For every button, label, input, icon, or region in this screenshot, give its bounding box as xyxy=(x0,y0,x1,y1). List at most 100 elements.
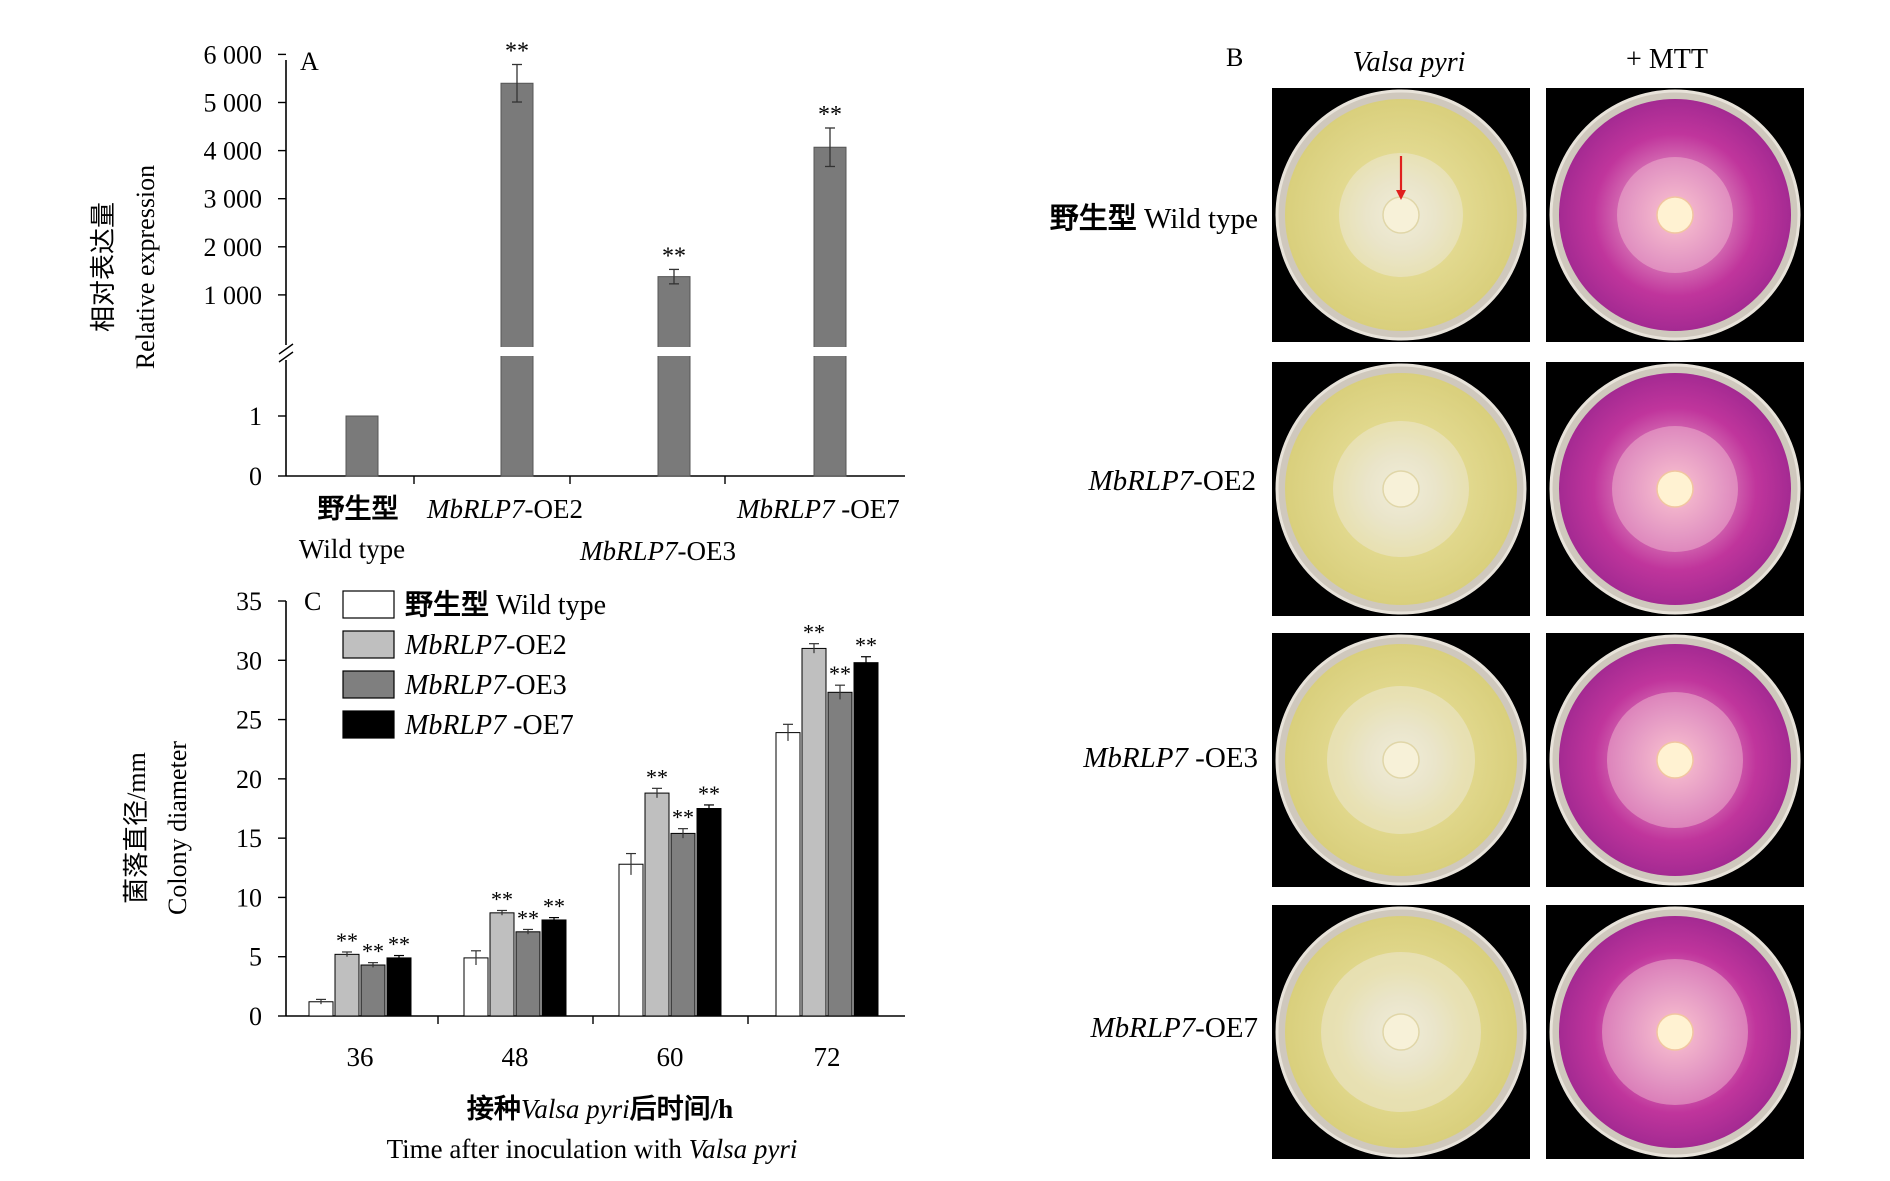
panel-c-significance-label: ** xyxy=(855,633,877,658)
panel-c-significance-label: ** xyxy=(543,894,565,919)
petri-dish-mtt xyxy=(1546,633,1804,887)
panel-b-col-mtt: + MTT xyxy=(1626,44,1708,75)
panel-c-x-tick-label: 48 xyxy=(502,1042,529,1072)
petri-dish-mtt xyxy=(1546,362,1804,616)
panel-a-y-tick-label: 6 000 xyxy=(204,40,263,69)
panel-a-y-tick-label: 4 000 xyxy=(204,137,263,166)
inoculation-plug xyxy=(1382,741,1420,779)
panel-a-significance-label: ** xyxy=(662,243,686,269)
panel-c-bar-oe2 xyxy=(489,912,515,1017)
panel-a-bars: ** ** ** xyxy=(345,39,847,477)
panel-a-y-tick-label: 1 xyxy=(249,402,262,431)
panel-c-bar-wild xyxy=(463,957,489,1017)
panel-c-bar-oe7 xyxy=(696,808,722,1017)
petri-dish-valsa xyxy=(1272,362,1530,616)
legend-swatch-oe3 xyxy=(342,670,395,699)
panel-c-bar-oe2 xyxy=(334,953,360,1017)
panel-a-xlabel-oe3: MbRLP7-OE3 xyxy=(579,536,736,566)
panel-a: A 相对表达量 Relative expression 1 000 2 000 3 … xyxy=(89,39,905,566)
panel-c-y-tick-label: 25 xyxy=(236,706,262,735)
panel-a-significance-label: ** xyxy=(505,39,529,65)
panel-b-letter: B xyxy=(1226,43,1243,72)
panel-c-significance-label: ** xyxy=(388,932,410,957)
red-arrow-icon xyxy=(1396,190,1406,200)
panel-c-bar-oe3 xyxy=(360,964,386,1017)
panel-b-col-valsa: Valsa pyri xyxy=(1353,47,1466,78)
panel-c-bar-oe7 xyxy=(853,662,879,1017)
panel-c-bar-oe2 xyxy=(644,792,670,1017)
panel-a-bar-break xyxy=(813,347,847,356)
panel-a-bar xyxy=(345,415,379,477)
panel-b-row-oe2: MbRLP7-OE2 xyxy=(1087,465,1256,497)
petri-dish-mtt xyxy=(1546,905,1804,1159)
panel-a-y-tick-label: 1 000 xyxy=(204,281,263,310)
panel-b: B Valsa pyri + MTT 野生型 Wild type MbRLP7-… xyxy=(1050,43,1804,1159)
panel-a-xlabel-oe2: MbRLP7-OE2 xyxy=(426,494,583,524)
panel-c-y-tick-label: 15 xyxy=(236,824,262,853)
panel-a-axes xyxy=(278,60,905,477)
panel-c-bar-oe3 xyxy=(515,931,541,1017)
panel-c-y-ticks: 0 5 10 15 20 25 30 35 xyxy=(236,587,286,1031)
legend-swatch-oe7 xyxy=(342,710,395,739)
panel-c-y-tick-label: 30 xyxy=(236,646,262,675)
panel-c-significance-label: ** xyxy=(491,886,513,911)
panel-a-y-tick-label: 0 xyxy=(249,462,262,491)
panel-c-y-tick-label: 20 xyxy=(236,765,262,794)
panel-a-y-tick-label: 5 000 xyxy=(204,89,263,118)
panel-c-significance-label: ** xyxy=(829,661,851,686)
panel-c-xlabel-cn: 接种Valsa pyri后时间/h xyxy=(467,1094,733,1124)
panel-c-bar-oe7 xyxy=(541,919,567,1017)
panel-a-axis-break-mark xyxy=(278,343,294,355)
panel-c-significance-label: ** xyxy=(362,939,384,964)
inoculation-plug xyxy=(1656,741,1694,779)
panel-c-bar-oe3 xyxy=(670,832,696,1017)
panel-b-row-oe7: MbRLP7-OE7 xyxy=(1089,1012,1258,1044)
panel-c-xlabel-en: Time after inoculation with Valsa pyri xyxy=(387,1134,798,1164)
panel-a-bar-break xyxy=(657,347,691,356)
petri-dish-valsa xyxy=(1272,633,1530,887)
panel-a-bar xyxy=(813,146,847,477)
legend-label-oe7: MbRLP7 -OE7 xyxy=(404,710,574,741)
legend-swatch-wild xyxy=(342,590,395,619)
panel-a-bar xyxy=(657,276,691,477)
panel-c-bar-wild xyxy=(618,863,644,1017)
legend-label-wild: 野生型 Wild type xyxy=(405,589,606,621)
panel-c-legend: 野生型 Wild type MbRLP7-OE2 MbRLP7-OE3 MbRL… xyxy=(342,589,606,741)
legend-label-oe2: MbRLP7-OE2 xyxy=(404,630,567,661)
panel-c-bar-oe3 xyxy=(827,691,853,1017)
legend-label-oe3: MbRLP7-OE3 xyxy=(404,670,567,701)
inoculation-plug xyxy=(1382,470,1420,508)
panel-c-significance-label: ** xyxy=(698,781,720,806)
panel-a-bar xyxy=(500,82,534,477)
panel-c-significance-label: ** xyxy=(646,764,668,789)
inoculation-plug xyxy=(1656,196,1694,234)
panel-a-significance-label: ** xyxy=(818,102,842,128)
panel-c-x-tick-label: 72 xyxy=(814,1042,841,1072)
panel-c-x-ticks: 36 48 60 72 xyxy=(347,1016,841,1072)
panel-c-y-tick-label: 5 xyxy=(249,943,262,972)
inoculation-plug xyxy=(1382,196,1420,234)
panel-a-xlabel-wild-cn: 野生型 xyxy=(318,494,399,524)
panel-c-significance-label: ** xyxy=(336,928,358,953)
panel-c-significance-label: ** xyxy=(517,905,539,930)
panel-a-y-tick-label: 3 000 xyxy=(204,185,263,214)
petri-dish-grid xyxy=(1272,88,1804,1159)
panel-c-x-tick-label: 36 xyxy=(347,1042,374,1072)
panel-a-y-ticks: 1 000 2 000 3 000 4 000 5 000 6 000 0 1 xyxy=(204,40,726,491)
panel-c-y-tick-label: 0 xyxy=(249,1002,262,1031)
panel-a-ylabel-cn: 相对表达量 xyxy=(89,202,118,332)
inoculation-plug xyxy=(1656,470,1694,508)
panel-c-bars: ************************ xyxy=(308,620,879,1017)
panel-c-x-tick-label: 60 xyxy=(657,1042,684,1072)
panel-c-bar-wild xyxy=(775,732,801,1017)
panel-c-significance-label: ** xyxy=(803,620,825,645)
panel-c-bar-oe2 xyxy=(801,647,827,1017)
panel-b-row-oe3: MbRLP7 -OE3 xyxy=(1082,742,1258,774)
panel-c-significance-label: ** xyxy=(672,805,694,830)
panel-c-y-tick-label: 10 xyxy=(236,883,262,912)
panel-c-y-tick-label: 35 xyxy=(236,587,262,616)
petri-dish-valsa xyxy=(1272,88,1530,342)
panel-a-bar-break xyxy=(500,347,534,356)
panel-a-y-tick-label: 2 000 xyxy=(204,233,263,262)
